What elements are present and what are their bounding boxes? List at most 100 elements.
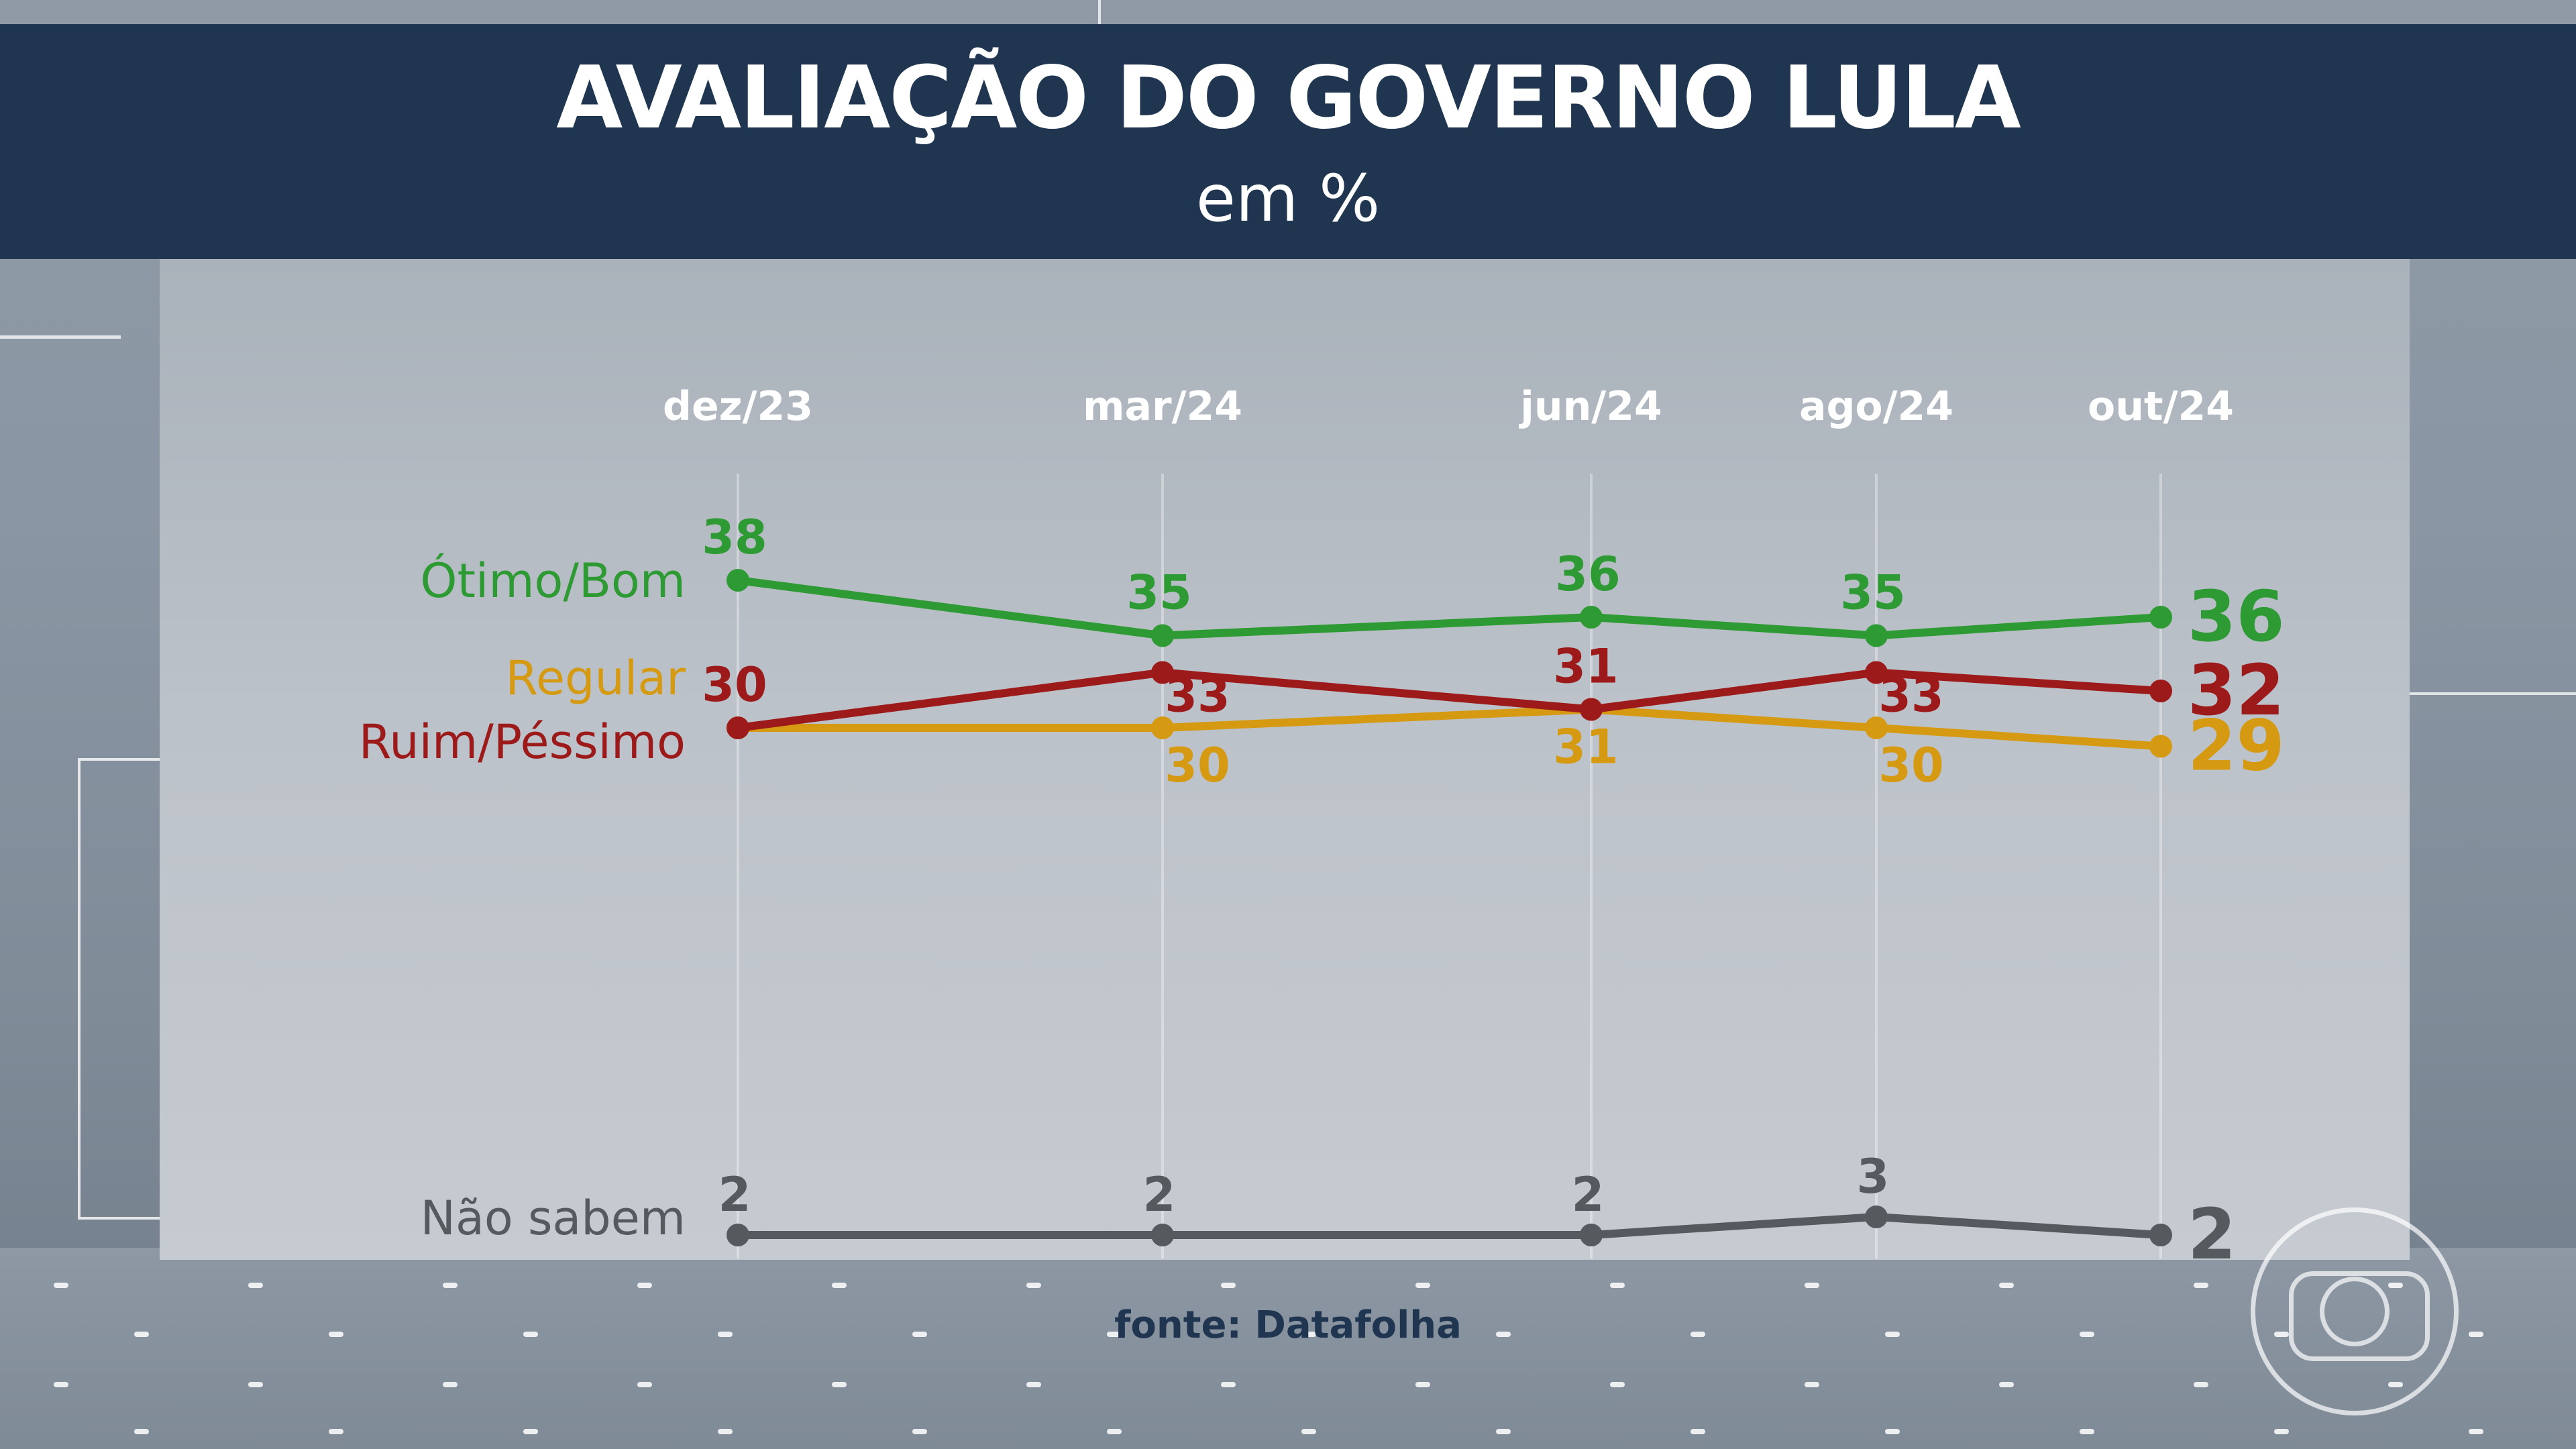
data-point — [1865, 1205, 1888, 1228]
data-label: 2 — [718, 1167, 751, 1222]
data-point — [2149, 680, 2172, 702]
data-point — [1580, 606, 1603, 629]
decorative-line — [2410, 692, 2576, 695]
floor-light — [1805, 1283, 1819, 1288]
header-bar — [0, 24, 2576, 259]
floor-light — [1610, 1382, 1625, 1387]
floor-light — [134, 1332, 149, 1337]
series-line — [734, 1213, 2165, 1239]
legend-label: Ruim/Péssimo — [359, 714, 686, 769]
page-title: AVALIAÇÃO DO GOVERNO LULA — [556, 48, 2021, 148]
floor-light — [1221, 1283, 1236, 1288]
floor-light — [523, 1429, 538, 1434]
floor-light — [1885, 1332, 1900, 1337]
series-line — [734, 668, 2165, 732]
series-line — [734, 576, 2165, 640]
data-point — [727, 569, 749, 592]
floor-light — [329, 1429, 343, 1434]
data-label: 29 — [2188, 705, 2285, 787]
floor-light — [1301, 1332, 1316, 1337]
data-label: 38 — [702, 510, 767, 565]
floor-light — [1885, 1429, 1900, 1434]
data-point — [1865, 624, 1888, 647]
floor-light — [912, 1429, 927, 1434]
decorative-line — [1098, 0, 1101, 24]
data-label: 31 — [1553, 639, 1618, 694]
floor-light — [912, 1332, 927, 1337]
floor-light — [248, 1283, 263, 1288]
series-line — [734, 705, 2165, 751]
data-point — [1151, 661, 1174, 684]
floor-light — [1026, 1283, 1041, 1288]
data-label: 30 — [1165, 738, 1230, 793]
floor-light — [1805, 1382, 1819, 1387]
data-label: 30 — [702, 657, 767, 712]
source-label: fonte: Datafolha — [1114, 1303, 1462, 1347]
decorative-frame — [78, 758, 161, 1220]
legend-label: Regular — [506, 651, 686, 706]
studio-floor — [0, 1248, 2576, 1449]
floor-light — [523, 1332, 538, 1337]
chart-panel: dez/23 mar/24 jun/24 ago/24 out/24 38 35 36 35 36… — [160, 259, 2410, 1260]
x-tick-label: out/24 — [2088, 383, 2234, 430]
data-label: 31 — [1553, 720, 1618, 775]
x-tick-label: jun/24 — [1519, 383, 1662, 430]
floor-light — [1610, 1283, 1625, 1288]
floor-light — [2469, 1332, 2483, 1337]
logo-center-circle — [2320, 1277, 2390, 1346]
data-label: 2 — [2188, 1193, 2236, 1260]
data-point — [1151, 1224, 1174, 1246]
x-tick-label: mar/24 — [1083, 383, 1242, 430]
floor-light — [2080, 1429, 2094, 1434]
floor-light — [54, 1283, 68, 1288]
floor-light — [1221, 1382, 1236, 1387]
legend-label: Não sabem — [421, 1191, 686, 1246]
floor-light — [1107, 1429, 1122, 1434]
data-point — [2149, 735, 2172, 758]
data-point — [1151, 624, 1174, 647]
x-tick-label: dez/23 — [663, 383, 813, 430]
data-label: 36 — [1555, 547, 1620, 602]
floor-light — [637, 1382, 652, 1387]
data-label: 30 — [1878, 738, 1943, 793]
floor-light — [1301, 1429, 1316, 1434]
data-label: 2 — [1143, 1167, 1176, 1222]
data-point — [2149, 1224, 2172, 1246]
floor-light — [2469, 1429, 2483, 1434]
decorative-line — [0, 335, 121, 339]
floor-light — [718, 1429, 733, 1434]
legend-label: Ótimo/Bom — [420, 553, 686, 608]
floor-light — [329, 1332, 343, 1337]
floor-light — [832, 1283, 847, 1288]
line-chart: dez/23 mar/24 jun/24 ago/24 out/24 38 35 36 35 36… — [359, 383, 2285, 1260]
floor-light — [1999, 1382, 2014, 1387]
data-label: 33 — [1878, 668, 1943, 723]
floor-light — [2194, 1382, 2208, 1387]
data-label: 36 — [2188, 576, 2285, 657]
page-subtitle: em % — [1195, 161, 1381, 236]
floor-light — [1415, 1382, 1430, 1387]
data-point — [1151, 716, 1174, 739]
data-point — [1865, 661, 1888, 684]
data-point — [2149, 606, 2172, 629]
data-point — [1580, 1224, 1603, 1246]
floor-light — [54, 1382, 68, 1387]
floor-light — [1026, 1382, 1041, 1387]
floor-light — [2194, 1283, 2208, 1288]
floor-light — [1107, 1332, 1122, 1337]
data-label: 33 — [1165, 668, 1230, 723]
data-label: 35 — [1840, 566, 1905, 621]
floor-light — [2274, 1429, 2289, 1434]
data-label: 32 — [2188, 649, 2285, 731]
data-label: 3 — [1857, 1149, 1890, 1204]
floor-light — [1999, 1283, 2014, 1288]
data-point — [1580, 698, 1603, 721]
floor-light — [637, 1283, 652, 1288]
data-point — [727, 1224, 749, 1246]
floor-light — [718, 1332, 733, 1337]
floor-light — [248, 1382, 263, 1387]
data-point — [1865, 716, 1888, 739]
floor-light — [2080, 1332, 2094, 1337]
logo-screen-shape — [2289, 1271, 2430, 1361]
floor-light — [1415, 1283, 1430, 1288]
